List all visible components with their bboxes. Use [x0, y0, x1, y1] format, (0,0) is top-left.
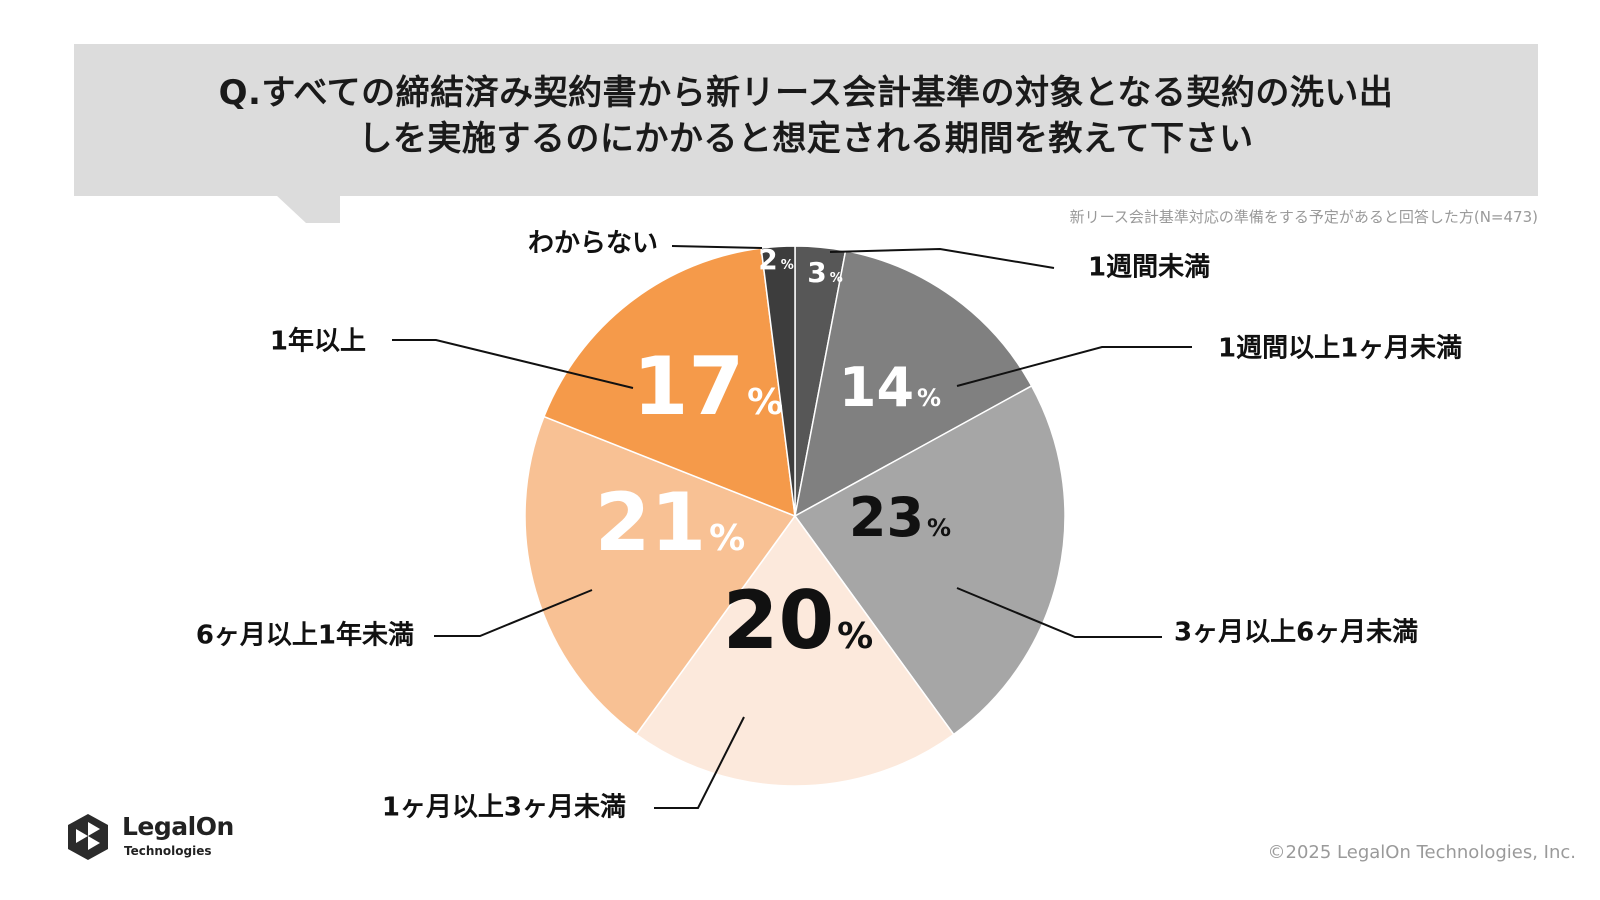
leader-line: [654, 716, 745, 809]
slice-label: 6ヶ月以上1年未満: [196, 620, 414, 651]
slice-value-number: 21: [595, 476, 706, 569]
slice-label: 1週間未満: [1088, 253, 1210, 283]
question-title-line-1: Q.すべての締結済み契約書から新リース会計基準の対象となる契約の洗い出: [218, 73, 1394, 113]
legalon-logo: LegalOn Technologies: [64, 810, 244, 866]
leader-line: [392, 339, 634, 389]
slice-value-unit: %: [927, 514, 951, 542]
slice-value-label: 20%: [723, 574, 873, 667]
copyright: ©2025 LegalOn Technologies, Inc.: [1267, 842, 1576, 863]
leader-line: [829, 247, 1055, 269]
pie-slice: [793, 249, 1033, 518]
slice-label: 1ヶ月以上3ヶ月未満: [382, 793, 626, 823]
slice-value-number: 2: [758, 243, 777, 276]
slice-value-label: 14%: [839, 356, 941, 419]
slice-value-number: 17: [633, 340, 744, 433]
slice-value-label: 3%: [807, 256, 843, 289]
legalon-logo-icon: [68, 814, 108, 860]
leader-line: [671, 245, 763, 249]
slice-value-unit: %: [747, 382, 783, 423]
logo-sub: Technologies: [124, 844, 212, 858]
pie-slice: [635, 514, 955, 787]
slice-label: 1週間以上1ヶ月未満: [1218, 334, 1462, 364]
pie-slice: [793, 384, 1066, 736]
slice-value-label: 2%: [758, 243, 794, 276]
question-title-line-2: しを実施するのにかかると想定される期間を教えて下さい: [358, 119, 1254, 159]
slice-label: 3ヶ月以上6ヶ月未満: [1174, 618, 1418, 648]
leader-line: [956, 587, 1162, 638]
title-box: [74, 44, 1538, 196]
slice-value-unit: %: [830, 271, 843, 286]
sample-note: 新リース会計基準対応の準備をする予定があると回答した方(N=473): [1069, 208, 1538, 226]
slice-value-label: 23%: [849, 486, 951, 549]
leader-line: [434, 589, 593, 637]
slice-value-number: 20: [723, 574, 834, 667]
slice-value-number: 23: [849, 486, 924, 549]
slice-value-unit: %: [837, 616, 873, 657]
slice-label: 1年以上: [270, 326, 366, 357]
pie-slice: [542, 247, 796, 518]
pie-slice: [524, 415, 797, 736]
slice-value-unit: %: [781, 258, 794, 273]
slice-value-unit: %: [917, 384, 941, 412]
logo-name: LegalOn: [122, 812, 234, 841]
slice-value-label: 17%: [633, 340, 783, 433]
question-title: Q.すべての締結済み契約書から新リース会計基準の対象となる契約の洗い出 しを実施…: [74, 70, 1538, 162]
slice-value-number: 14: [839, 356, 914, 419]
slice-value-number: 3: [807, 256, 826, 289]
leader-line: [956, 346, 1192, 387]
slice-label: わからない: [528, 229, 658, 259]
slice-value-label: 21%: [595, 476, 745, 569]
slice-value-unit: %: [709, 518, 745, 559]
